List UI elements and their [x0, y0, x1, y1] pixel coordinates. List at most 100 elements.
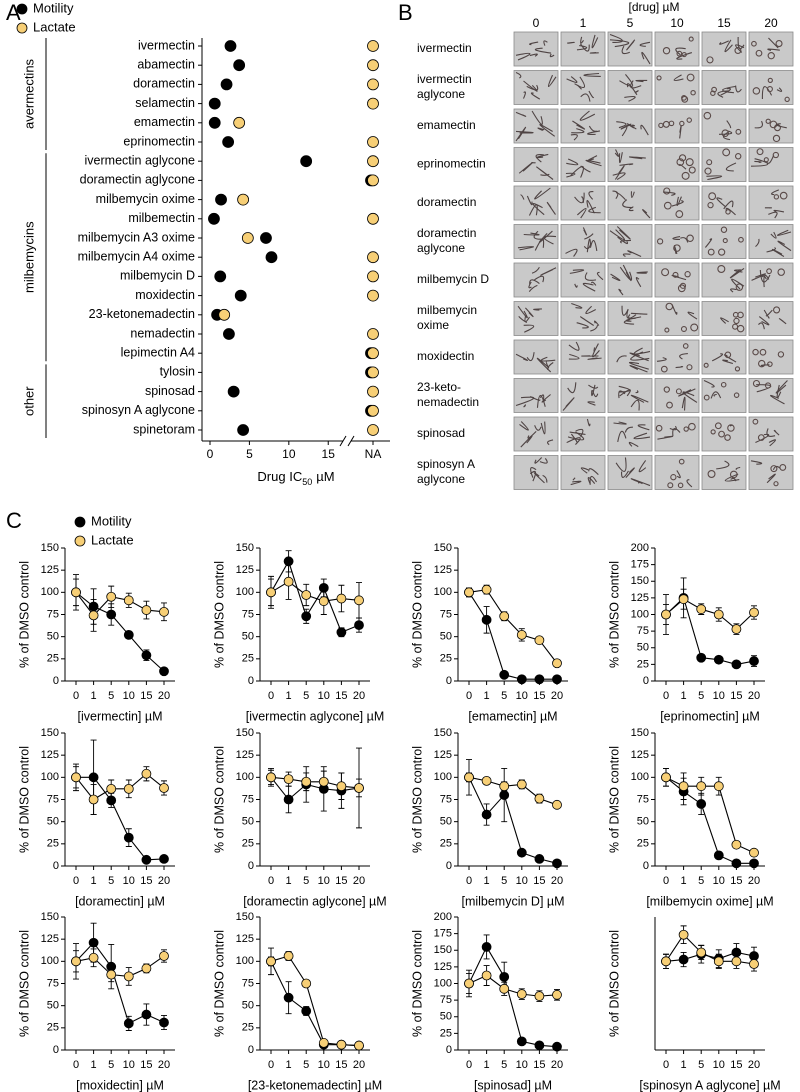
image-tile	[560, 301, 606, 336]
worm	[676, 470, 681, 479]
worm	[577, 84, 582, 90]
worm	[764, 382, 772, 389]
y-tick-label: 50	[440, 631, 452, 643]
x-tick-label: 15	[730, 690, 742, 702]
dot	[215, 193, 227, 206]
category-label: nemadectin	[130, 326, 195, 340]
worm	[710, 429, 716, 435]
worm	[609, 39, 630, 48]
worm	[641, 51, 651, 65]
x-tick-label: 15	[140, 1059, 152, 1071]
x-tick-label: 10	[713, 1059, 725, 1071]
x-tick-label: 20	[158, 690, 170, 702]
legend-marker	[16, 22, 28, 34]
y-tick-label: 150	[236, 727, 254, 739]
point	[123, 1018, 134, 1029]
worm	[706, 56, 714, 64]
y-tick-label: 0	[446, 860, 452, 872]
x-tick-label: 15	[730, 875, 742, 887]
worm	[750, 460, 763, 465]
image-tile	[513, 224, 559, 259]
point	[678, 781, 689, 792]
x-tick-label: 0	[466, 875, 472, 887]
image-tile	[748, 416, 794, 452]
point	[696, 781, 707, 792]
worm	[515, 111, 527, 117]
worm	[673, 244, 681, 252]
worm	[567, 431, 585, 441]
worm	[667, 482, 674, 489]
y-tick-label: 25	[637, 658, 649, 670]
worm	[618, 288, 624, 296]
worm	[665, 302, 674, 311]
dot	[222, 136, 235, 148]
y-tick-label: 100	[434, 977, 452, 989]
dot	[241, 232, 254, 244]
y-axis-label: % of DMSO control	[17, 561, 31, 668]
worm	[683, 426, 689, 432]
worm	[591, 34, 599, 49]
x-tick-label: 15	[533, 690, 545, 702]
image-tile	[607, 378, 653, 413]
category-label: spinetoram	[133, 422, 195, 436]
y-tick-label: 25	[47, 653, 59, 665]
worm	[635, 79, 648, 83]
dot	[224, 40, 237, 52]
x-tick-label: 10	[516, 875, 528, 887]
x-tick-label: 20	[748, 875, 760, 887]
x-tick-label: 5	[303, 1059, 309, 1071]
worm	[518, 316, 528, 324]
worm	[779, 463, 787, 471]
y-tick-label: 0	[446, 1044, 452, 1056]
worm	[666, 401, 673, 409]
category-label: abamectin	[137, 57, 195, 71]
worm	[716, 460, 730, 470]
drug-label: ivermectin	[417, 41, 472, 55]
worm	[546, 439, 554, 446]
worm	[676, 158, 685, 166]
worm	[575, 428, 584, 437]
worm	[672, 271, 679, 278]
point	[283, 951, 294, 961]
dot	[233, 116, 246, 129]
x-axis-label: [spinosad] µM	[474, 1078, 552, 1092]
worm	[570, 134, 578, 141]
point	[552, 658, 562, 669]
point	[749, 847, 759, 858]
point	[336, 593, 347, 604]
worm	[738, 236, 744, 243]
point	[516, 629, 527, 640]
worm	[596, 271, 604, 281]
worm	[710, 391, 722, 399]
worm	[546, 201, 556, 215]
worm	[637, 424, 650, 431]
dot	[367, 270, 379, 283]
worm	[520, 435, 533, 448]
worm	[722, 238, 728, 244]
series-line	[665, 598, 755, 630]
image-tile	[560, 262, 606, 298]
dot	[208, 116, 221, 129]
dot	[208, 212, 220, 225]
y-tick-label: 25	[47, 838, 59, 850]
worm	[704, 238, 713, 248]
image-tile	[513, 416, 559, 452]
image-tile	[654, 455, 700, 490]
worm	[719, 130, 733, 135]
category-label: ivermectin	[138, 38, 195, 52]
x-tick-label: 10	[318, 1059, 330, 1071]
worm	[734, 153, 742, 160]
worm	[680, 237, 689, 243]
worm	[720, 317, 729, 324]
worm	[619, 239, 631, 244]
worm	[729, 424, 733, 427]
image-tile	[560, 147, 606, 182]
worm	[547, 74, 557, 88]
worm	[677, 284, 686, 293]
y-tick-label: 0	[643, 675, 649, 687]
category-label: tylosin	[160, 365, 195, 379]
worm	[754, 120, 764, 129]
worm	[634, 90, 639, 94]
y-tick-label: 125	[236, 564, 254, 576]
y-tick-label: 200	[631, 542, 649, 554]
